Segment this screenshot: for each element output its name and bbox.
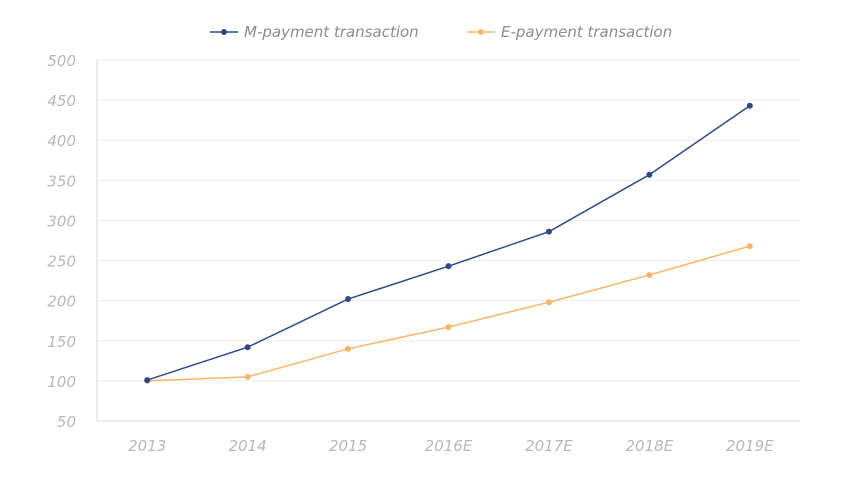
legend-swatch-marker [221, 29, 227, 35]
data-point [545, 299, 552, 306]
series-group [144, 102, 753, 384]
axes [96, 60, 800, 422]
series-line [146, 105, 751, 381]
data-point [244, 373, 251, 380]
y-tick-label: 300 [47, 212, 76, 230]
y-tick-label: 200 [47, 293, 76, 311]
data-point [445, 263, 452, 270]
legend: M-payment transaction E-payment transacti… [210, 23, 672, 41]
x-tick-label: 2013 [128, 437, 166, 455]
x-tick-label: 2017E [525, 437, 573, 455]
y-tick-label: 50 [57, 413, 76, 431]
data-point [646, 171, 653, 178]
x-tick-label: 2015 [329, 437, 367, 455]
x-tick-label: 2014 [229, 437, 267, 455]
data-point [445, 324, 452, 331]
data-point [646, 271, 653, 278]
data-point [144, 377, 151, 384]
x-axis-tick-labels: 2013 2014 2015 2016E 2017E 2018E 2019E [128, 437, 774, 455]
data-point [746, 243, 753, 250]
data-point [345, 345, 352, 352]
y-tick-label: 400 [47, 132, 76, 150]
gridlines [97, 59, 800, 382]
data-point [746, 102, 753, 109]
y-tick-label: 350 [47, 172, 76, 190]
data-point [244, 344, 251, 351]
legend-label: M-payment transaction [244, 23, 419, 41]
y-tick-label: 150 [47, 333, 76, 351]
legend-swatch-marker [478, 29, 484, 35]
y-tick-label: 100 [47, 373, 76, 391]
legend-label: E-payment transaction [501, 23, 672, 41]
data-point [545, 228, 552, 235]
x-tick-label: 2016E [425, 437, 473, 455]
y-tick-label: 500 [47, 52, 76, 70]
y-tick-label: 250 [47, 253, 76, 271]
x-tick-label: 2018E [626, 437, 674, 455]
data-point [345, 296, 352, 303]
y-tick-label: 450 [47, 92, 76, 110]
y-axis-tick-labels: 50 100 150 200 250 300 350 400 450 500 [47, 52, 76, 431]
x-tick-label: 2019E [726, 437, 774, 455]
